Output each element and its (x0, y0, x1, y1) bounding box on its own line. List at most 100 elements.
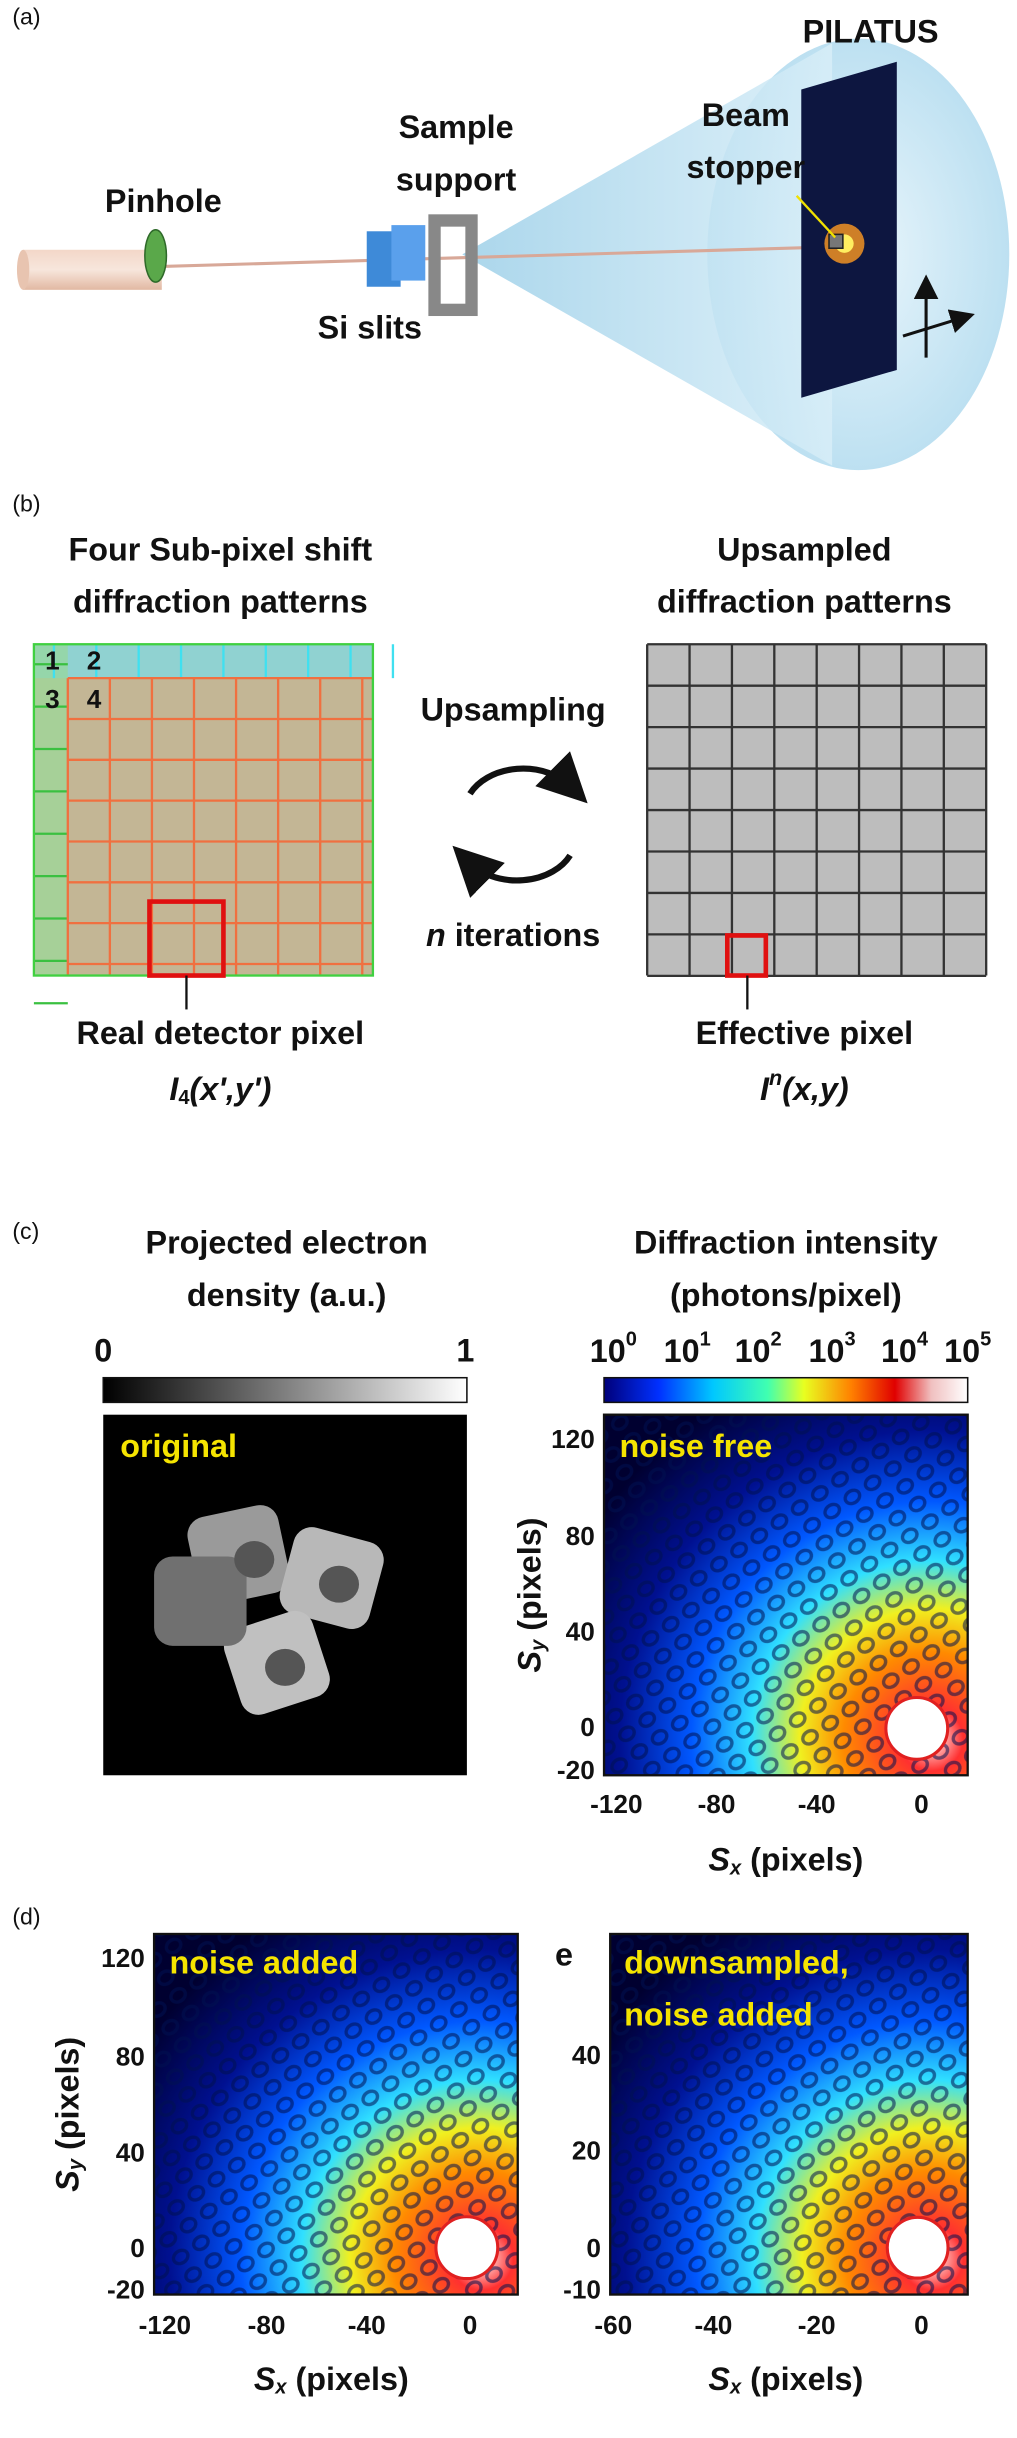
colorbar-tick-label: 103 (809, 1329, 856, 1369)
colorbar-tick-label: 101 (664, 1329, 711, 1369)
cycle-arrow (467, 751, 588, 804)
y-tick-label: 0 (130, 2233, 145, 2263)
subscript: y (65, 2158, 87, 2171)
symbol: S (708, 2360, 730, 2396)
panel-label: (c) (12, 1218, 39, 1244)
subscript: x (274, 2377, 287, 2399)
panel-label: (b) (12, 491, 40, 517)
exponent: 1 (700, 1329, 711, 1351)
image-tag: noise added (170, 1944, 359, 1980)
y-tick-label: 0 (580, 1712, 595, 1742)
symbol: I (169, 1071, 179, 1107)
subscript: x (729, 1858, 742, 1880)
particle-core (265, 1648, 306, 1686)
detector-label: PILATUS (803, 14, 939, 50)
cycle-arrow (452, 845, 573, 898)
exponent: 3 (845, 1329, 856, 1351)
saturated-center (884, 1695, 950, 1761)
base: 10 (590, 1333, 626, 1369)
sub-pixel-number: 4 (87, 684, 102, 714)
x-tick-label: -40 (695, 2310, 733, 2340)
orange-area (67, 678, 373, 976)
title: Diffraction intensity (634, 1225, 938, 1261)
colorbar (603, 1376, 969, 1404)
symbol: I (760, 1071, 770, 1107)
exponent: 0 (626, 1329, 637, 1351)
x-tick-label: -80 (248, 2310, 286, 2340)
particle (154, 1556, 247, 1646)
y-tick-label: 40 (572, 2040, 601, 2070)
beam-end (16, 249, 30, 290)
scatter-cone (462, 43, 833, 466)
y-tick-label: -20 (107, 2274, 145, 2304)
green-band (33, 644, 68, 976)
saturated-center (885, 2215, 950, 2280)
y-tick-label: 0 (586, 2233, 601, 2263)
title: diffraction patterns (657, 584, 952, 620)
image-tag: original (120, 1428, 237, 1464)
particle-core (234, 1541, 275, 1579)
heatmap-frame (152, 1932, 519, 2296)
x-tick-label: -20 (798, 2310, 836, 2340)
heatmap-frame (609, 1932, 969, 2296)
si-slits-label: Si slits (318, 309, 422, 345)
symbol: S (708, 1841, 730, 1877)
colorbar-tick-label: 0 (94, 1333, 112, 1369)
x-tick-label: -80 (698, 1789, 736, 1819)
sample-support (428, 214, 478, 317)
beam-stopper-label: Beam (702, 97, 790, 133)
subscript: y (528, 1639, 550, 1652)
unit: (pixels) (741, 2360, 863, 2396)
x-tick-label: -120 (590, 1789, 642, 1819)
sub-pixel-number: 3 (45, 684, 60, 714)
title: Four Sub-pixel shift (69, 531, 373, 567)
iterations-text: iterations (446, 917, 601, 953)
y-tick-label: 120 (551, 1424, 595, 1454)
x-tick-label: -120 (139, 2310, 191, 2340)
colorbar-tick-label: 102 (735, 1329, 782, 1369)
y-tick-label: 80 (116, 2042, 145, 2072)
y-tick-label: -20 (557, 1755, 595, 1785)
colorbar-tick-label: 105 (944, 1329, 991, 1369)
y-tick-label: 40 (566, 1616, 595, 1646)
exponent: 4 (917, 1329, 929, 1351)
x-axis-label: Sx (pixels) (708, 2360, 863, 2398)
x-tick-label: 0 (914, 2310, 929, 2340)
title: (photons/pixel) (670, 1277, 902, 1313)
symbol: S (49, 2170, 85, 2192)
symbol: S (511, 1650, 547, 1672)
sample-support-label: support (396, 162, 517, 198)
image-tag: downsampled, (624, 1944, 849, 1980)
beam-stopper-label: stopper (686, 149, 805, 185)
title: density (a.u.) (187, 1277, 386, 1313)
base: 10 (809, 1333, 845, 1369)
beam-line (154, 245, 840, 269)
unit: (pixels) (741, 1841, 863, 1877)
heatmap-frame (602, 1413, 969, 1777)
x-tick-label: 0 (463, 2310, 478, 2340)
beam-stopper (828, 233, 844, 249)
pixel-label: Real detector pixel (77, 1015, 365, 1051)
iterations-label: n iterations (426, 917, 600, 953)
sample-support-label: Sample (399, 109, 514, 145)
iterations-symbol: n (426, 917, 446, 953)
base: 10 (881, 1333, 917, 1369)
unit: (pixels) (287, 2360, 409, 2396)
grid-bg (33, 644, 373, 976)
x-tick-label: 0 (914, 1789, 929, 1819)
si-slit (391, 225, 426, 281)
panel-label: (a) (12, 4, 40, 30)
y-tick-label: 80 (566, 1521, 595, 1551)
exponent: 2 (771, 1329, 782, 1351)
title: diffraction patterns (73, 584, 368, 620)
title: Upsampled (717, 531, 891, 567)
pinhole (144, 228, 168, 283)
args: (x',y') (189, 1071, 271, 1107)
image-tag: noise added (624, 1997, 813, 2033)
base: 10 (944, 1333, 980, 1369)
y-tick-label: 20 (572, 2136, 601, 2166)
x-tick-label: -40 (798, 1789, 836, 1819)
pinhole-label: Pinhole (105, 183, 222, 219)
superscript: n (769, 1064, 782, 1089)
